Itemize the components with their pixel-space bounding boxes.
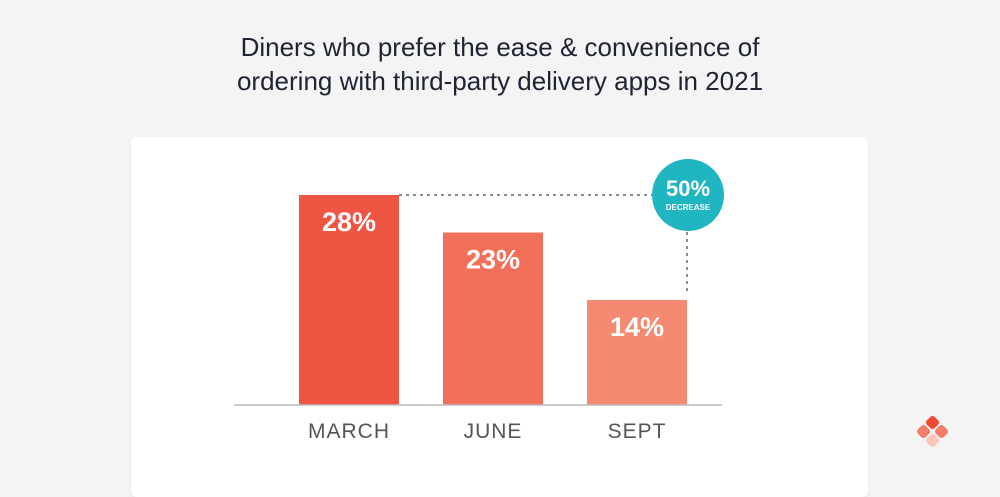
data-label: 23% [466, 245, 520, 275]
bar-june [443, 232, 543, 405]
x-tick-label: MARCH [308, 420, 390, 443]
decrease-badge-value: 50% [666, 176, 710, 201]
bar-march [299, 195, 399, 405]
decrease-badge-label: DECREASE [666, 203, 711, 212]
chart-title-line-1: Diners who prefer the ease & convenience… [240, 32, 760, 62]
bar-sept [587, 300, 687, 405]
data-label: 14% [610, 312, 664, 342]
bar-chart: 28% MARCH 23% JUNE 14% SEPT 50% DECREASE [234, 159, 724, 443]
x-tick-label: SEPT [608, 420, 667, 443]
decrease-badge [652, 159, 724, 231]
chart-title-line-2: ordering with third-party delivery apps … [236, 66, 764, 96]
brand-logo-icon [916, 415, 949, 448]
x-tick-label: JUNE [464, 420, 523, 443]
data-label: 28% [322, 207, 376, 237]
